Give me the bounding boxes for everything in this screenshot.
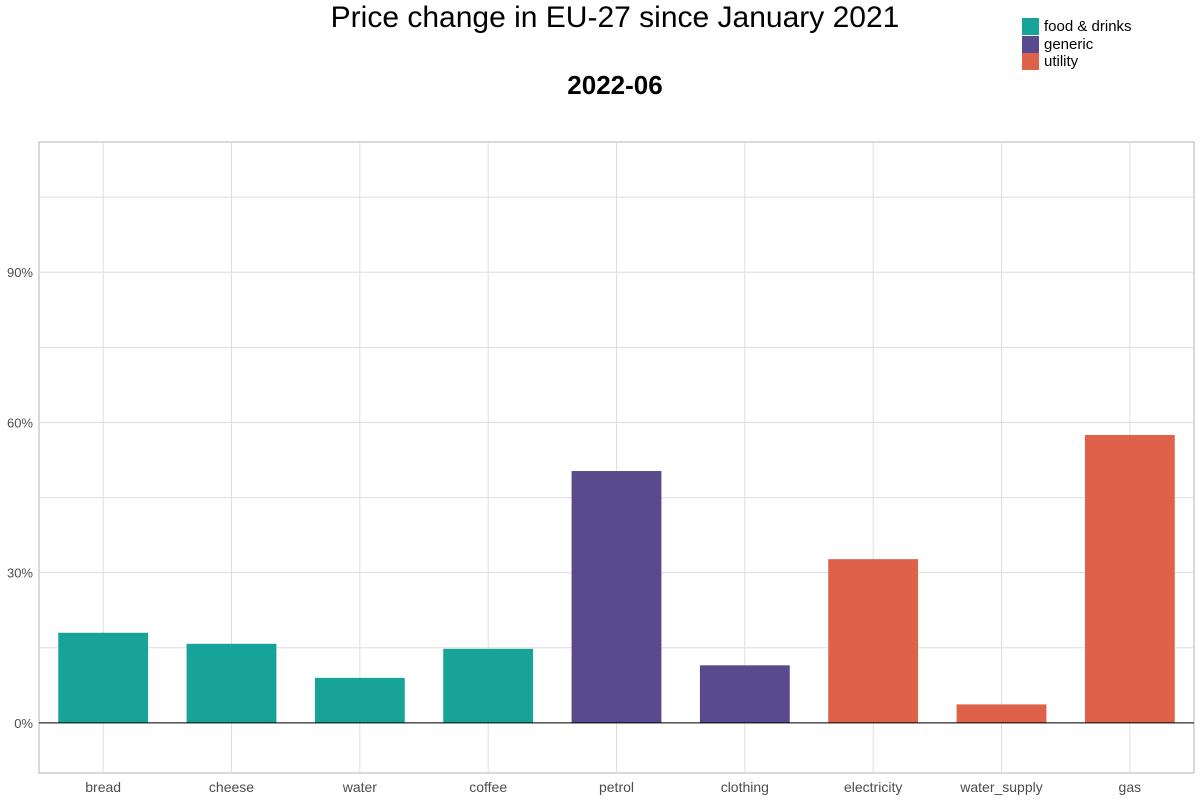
bar-coffee — [443, 648, 534, 723]
x-tick-label: water — [342, 779, 378, 795]
bar-gas — [1084, 434, 1175, 723]
legend-swatch — [1022, 35, 1039, 53]
legend-item-food-drinks: food & drinks — [1022, 18, 1132, 36]
legend-swatch — [1022, 18, 1039, 36]
bar-water_supply — [956, 704, 1047, 723]
y-tick-label: 0% — [14, 716, 33, 731]
bar-water — [314, 677, 405, 723]
bar-electricity — [828, 559, 919, 723]
y-tick-label: 30% — [7, 566, 33, 581]
bar-cheese — [186, 643, 277, 723]
bar-clothing — [699, 665, 790, 723]
legend-swatch — [1022, 53, 1039, 71]
x-tick-label: water_supply — [959, 779, 1043, 795]
legend-label: utility — [1044, 53, 1079, 71]
x-tick-label: clothing — [721, 779, 769, 795]
legend-label: generic — [1044, 35, 1094, 53]
x-tick-label: electricity — [844, 779, 902, 795]
y-tick-label: 90% — [7, 265, 33, 280]
bar-bread — [58, 632, 149, 723]
legend-label: food & drinks — [1044, 18, 1132, 36]
x-tick-label: bread — [85, 779, 121, 795]
legend: food & drinks generic utility — [1022, 18, 1132, 71]
chart-title: Price change in EU-27 since January 2021 — [330, 1, 900, 34]
x-tick-label: cheese — [209, 779, 254, 795]
x-tick-label: petrol — [599, 779, 634, 795]
legend-item-generic: generic — [1022, 35, 1132, 54]
bar-petrol — [571, 471, 662, 723]
legend-item-utility: utility — [1022, 53, 1132, 71]
x-tick-label: gas — [1119, 779, 1142, 795]
y-tick-label: 60% — [7, 415, 33, 430]
x-tick-label: coffee — [469, 779, 507, 795]
chart-subtitle: 2022-06 — [567, 70, 663, 100]
